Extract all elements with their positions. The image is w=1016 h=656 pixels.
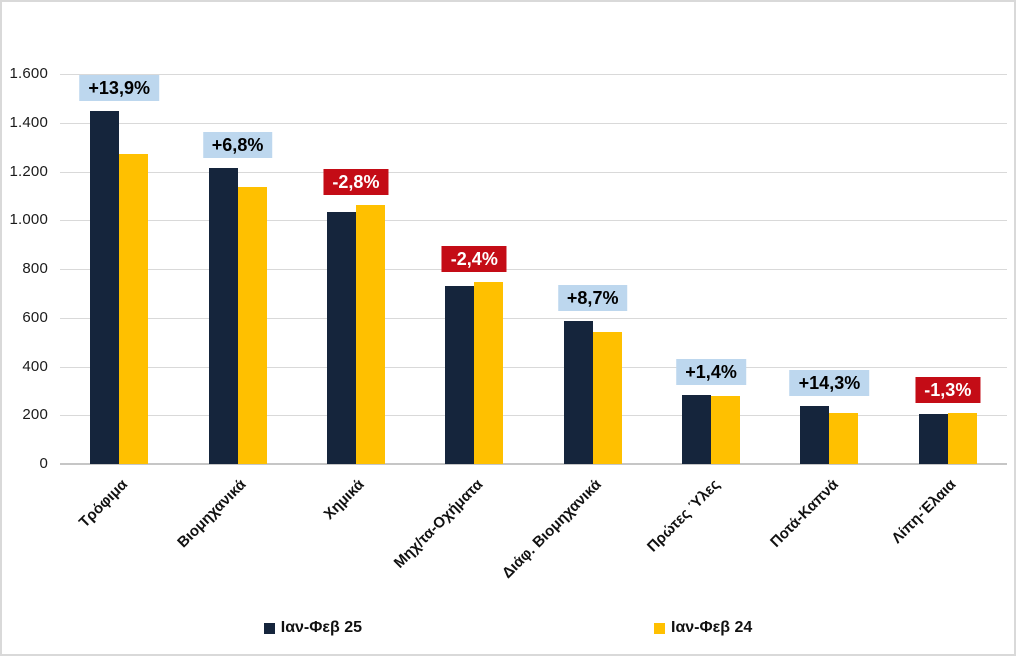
bar-previous: [711, 395, 741, 464]
change-label: +1,4%: [676, 358, 746, 385]
gridline: [60, 366, 1007, 368]
gridline: [60, 74, 1007, 75]
legend-swatch-current: [263, 622, 275, 634]
legend-item: Ιαν-Φεβ 25: [263, 619, 362, 637]
bar-current: [326, 212, 356, 464]
y-tick-label: 1.000: [9, 211, 48, 229]
change-label: +13,9%: [79, 74, 159, 101]
y-tick-label: 1.600: [9, 65, 48, 82]
bar-current: [682, 394, 712, 464]
bar-current: [445, 286, 475, 464]
x-axis-category-label: Χημικά: [320, 476, 368, 524]
x-axis-category-label: Πρώτες Ύλες: [643, 476, 724, 556]
bar-current: [918, 413, 948, 464]
bar-previous: [947, 413, 977, 464]
change-label: -2,4%: [441, 245, 507, 272]
gridline: [60, 220, 1007, 222]
bar-previous: [592, 332, 622, 464]
gridline: [60, 171, 1007, 173]
x-axis-line: [60, 463, 1007, 465]
y-tick-label: 800: [22, 260, 48, 277]
gridline: [60, 122, 1007, 124]
bar-current: [208, 167, 238, 464]
x-axis-category-label: Τρόφιμα: [76, 476, 132, 532]
y-tick-label: 1.200: [9, 162, 48, 180]
x-axis-category-label: Βιομηχανικά: [174, 476, 250, 552]
x-axis-category-label: Λίπη-Έλαια: [888, 476, 960, 547]
bar-current: [563, 320, 593, 464]
bar-current: [800, 405, 830, 464]
legend-label: Ιαν-Φεβ 25: [280, 619, 362, 636]
change-label: +14,3%: [789, 369, 870, 396]
bar-previous: [474, 281, 504, 464]
x-axis-category-label: Ποτά-Καπνά: [766, 476, 842, 551]
gridline: [60, 269, 1007, 270]
legend-label: Ιαν-Φεβ 24: [671, 619, 753, 636]
change-label: +6,8%: [202, 131, 273, 158]
legend-swatch-previous: [654, 622, 665, 634]
bar-previous: [355, 205, 385, 464]
y-tick-label: 1.400: [9, 113, 48, 131]
bar-previous: [119, 153, 149, 464]
gridline: [60, 317, 1007, 319]
y-tick-label: 200: [22, 406, 48, 424]
y-tick-label: 0: [39, 455, 48, 472]
bar-current: [90, 110, 120, 464]
gridline: [60, 415, 1007, 417]
legend-item: Ιαν-Φεβ 24: [654, 619, 752, 637]
x-axis-category-label: Μηχ/τα-Οχήματα: [390, 476, 487, 572]
change-label: +8,7%: [557, 284, 628, 311]
bar-previous: [829, 412, 859, 464]
change-label: -1,3%: [915, 377, 981, 404]
y-tick-label: 600: [22, 308, 48, 326]
legend: Ιαν-Φεβ 25 Ιαν-Φεβ 24: [2, 619, 1014, 637]
bar-previous: [237, 186, 267, 464]
x-axis-category-label: Διάφ. Βιομηχανικά: [498, 476, 605, 582]
change-label: -2,8%: [323, 169, 389, 196]
y-tick-label: 400: [22, 357, 48, 375]
